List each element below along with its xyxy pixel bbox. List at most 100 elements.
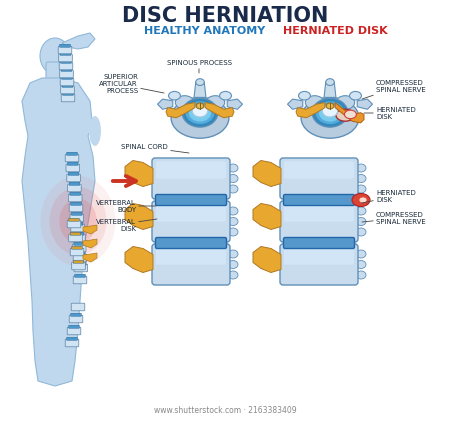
FancyBboxPatch shape [284,195,355,205]
FancyBboxPatch shape [59,62,73,70]
FancyBboxPatch shape [65,339,79,347]
FancyBboxPatch shape [69,315,83,323]
FancyBboxPatch shape [69,325,79,328]
Text: HERNIATED
DISK: HERNIATED DISK [364,107,416,120]
Ellipse shape [359,197,367,203]
FancyBboxPatch shape [46,62,64,80]
FancyBboxPatch shape [72,222,83,225]
Ellipse shape [326,79,334,85]
Polygon shape [83,239,97,248]
Polygon shape [22,78,95,386]
Ellipse shape [336,96,355,109]
Ellipse shape [352,194,370,206]
FancyBboxPatch shape [156,248,226,265]
FancyBboxPatch shape [73,232,84,235]
FancyBboxPatch shape [58,46,72,54]
Text: COMPRESSED
SPINAL NERVE: COMPRESSED SPINAL NERVE [362,211,426,224]
Text: SPINAL CORD: SPINAL CORD [121,144,189,153]
Ellipse shape [315,101,344,124]
FancyBboxPatch shape [280,201,358,242]
Ellipse shape [322,105,338,117]
FancyBboxPatch shape [72,212,82,215]
FancyBboxPatch shape [74,242,85,245]
FancyBboxPatch shape [280,244,358,285]
FancyBboxPatch shape [68,194,82,202]
FancyBboxPatch shape [73,260,84,263]
FancyBboxPatch shape [284,205,354,222]
FancyBboxPatch shape [61,94,75,102]
FancyBboxPatch shape [156,205,226,222]
Text: VERTEBRAL
BODY: VERTEBRAL BODY [96,200,156,213]
Ellipse shape [356,250,366,258]
Polygon shape [125,203,153,229]
FancyBboxPatch shape [71,303,85,311]
Ellipse shape [356,164,366,172]
Ellipse shape [228,261,238,269]
FancyBboxPatch shape [66,164,80,172]
Ellipse shape [301,97,359,138]
Polygon shape [125,247,153,272]
FancyBboxPatch shape [58,54,72,62]
Ellipse shape [356,271,366,279]
Polygon shape [125,160,153,187]
FancyBboxPatch shape [69,182,80,185]
Ellipse shape [356,218,366,226]
Ellipse shape [319,104,341,122]
Ellipse shape [298,91,310,100]
Polygon shape [324,82,336,97]
Ellipse shape [228,228,238,236]
Ellipse shape [336,109,355,121]
FancyBboxPatch shape [67,327,81,335]
Ellipse shape [228,185,238,193]
Ellipse shape [312,98,348,127]
Ellipse shape [192,105,207,117]
Ellipse shape [182,98,218,127]
Ellipse shape [220,91,231,100]
FancyBboxPatch shape [280,158,358,199]
Ellipse shape [189,104,211,122]
Text: HEALTHY ANATOMY: HEALTHY ANATOMY [144,26,266,36]
FancyBboxPatch shape [67,174,81,182]
FancyBboxPatch shape [152,244,230,285]
FancyBboxPatch shape [61,86,74,94]
FancyBboxPatch shape [62,76,72,79]
Text: www.shutterstock.com · 2163383409: www.shutterstock.com · 2163383409 [154,406,296,415]
FancyBboxPatch shape [76,262,86,265]
Polygon shape [62,33,95,49]
FancyBboxPatch shape [68,162,78,165]
Ellipse shape [356,261,366,269]
Ellipse shape [356,174,366,182]
FancyBboxPatch shape [284,237,355,248]
FancyBboxPatch shape [69,204,83,212]
Ellipse shape [71,117,93,135]
Ellipse shape [206,96,225,109]
FancyBboxPatch shape [73,276,87,284]
FancyBboxPatch shape [152,158,230,199]
Ellipse shape [306,96,324,109]
Ellipse shape [228,164,238,172]
FancyBboxPatch shape [70,232,81,235]
Polygon shape [288,99,303,109]
FancyBboxPatch shape [75,274,86,277]
FancyBboxPatch shape [73,254,87,262]
FancyBboxPatch shape [60,70,73,78]
Polygon shape [296,102,325,118]
Ellipse shape [356,207,366,215]
FancyBboxPatch shape [156,237,226,248]
Ellipse shape [228,271,238,279]
Ellipse shape [50,187,107,255]
Polygon shape [253,247,281,272]
FancyBboxPatch shape [70,214,84,222]
FancyBboxPatch shape [156,195,226,205]
FancyBboxPatch shape [60,52,71,55]
FancyBboxPatch shape [60,44,70,47]
Text: HERNIATED
DISK: HERNIATED DISK [362,189,416,203]
Ellipse shape [228,207,238,215]
Ellipse shape [185,101,215,124]
FancyBboxPatch shape [60,78,74,86]
FancyBboxPatch shape [72,246,82,249]
FancyBboxPatch shape [61,60,71,63]
Polygon shape [205,102,234,118]
FancyBboxPatch shape [68,184,81,192]
Polygon shape [253,203,281,229]
